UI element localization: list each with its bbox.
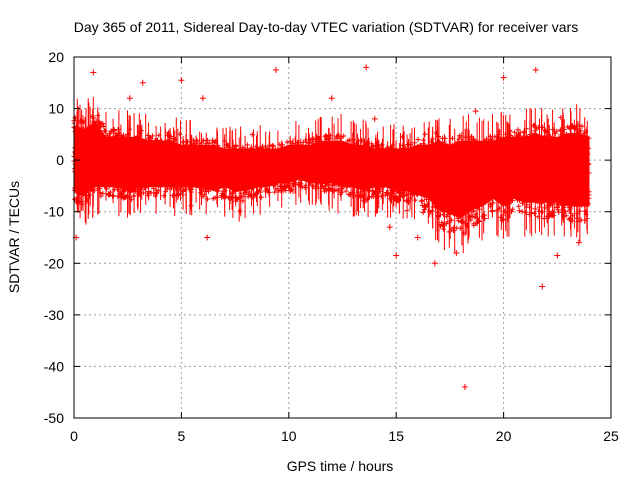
outlier-point	[204, 234, 211, 241]
data-points	[73, 64, 582, 391]
outlier-point	[500, 74, 507, 81]
y-tick-label: -30	[44, 307, 64, 323]
x-axis-title: GPS time / hours	[287, 458, 394, 474]
x-tick-label: 0	[70, 428, 78, 444]
x-tick-label: 15	[388, 428, 404, 444]
outlier-point	[575, 239, 582, 246]
outlier-point	[386, 224, 393, 231]
y-tick-label: 10	[48, 101, 64, 117]
outlier-point	[199, 95, 206, 102]
x-tick-label: 5	[178, 428, 186, 444]
outlier-point	[178, 77, 185, 84]
outlier-point	[328, 95, 335, 102]
outlier-point	[126, 95, 133, 102]
outlier-point	[393, 252, 400, 259]
outlier-point	[431, 260, 438, 267]
x-tick-label: 25	[603, 428, 619, 444]
y-tick-label: -10	[44, 204, 64, 220]
outlier-point	[90, 69, 97, 76]
outlier-point	[363, 64, 370, 71]
y-tick-label: -20	[44, 255, 64, 271]
y-tick-labels: -50 -40 -30 -20 -10 0 10 20	[44, 49, 64, 426]
axis-ticks	[73, 56, 612, 419]
outlier-point	[461, 384, 468, 391]
y-tick-label: 20	[48, 49, 64, 65]
chart-title: Day 365 of 2011, Sidereal Day-to-day VTE…	[74, 19, 578, 35]
outlier-point	[472, 108, 479, 115]
outlier-point	[532, 66, 539, 73]
y-axis-title: SDTVAR / TECUs	[6, 181, 22, 293]
data-cloud	[71, 96, 592, 254]
outlier-point	[371, 115, 378, 122]
outlier-point	[139, 79, 146, 86]
plot-frame	[73, 56, 612, 419]
outlier-point	[272, 66, 279, 73]
y-tick-label: -50	[44, 410, 64, 426]
outlier-point	[453, 249, 460, 256]
y-tick-label: -40	[44, 358, 64, 374]
x-tick-label: 10	[281, 428, 297, 444]
x-tick-labels: 0 5 10 15 20 25	[70, 428, 619, 444]
y-tick-label: 0	[56, 152, 64, 168]
outlier-point	[554, 252, 561, 259]
x-tick-label: 20	[496, 428, 512, 444]
outlier-point	[414, 234, 421, 241]
outlier-point	[539, 283, 546, 290]
